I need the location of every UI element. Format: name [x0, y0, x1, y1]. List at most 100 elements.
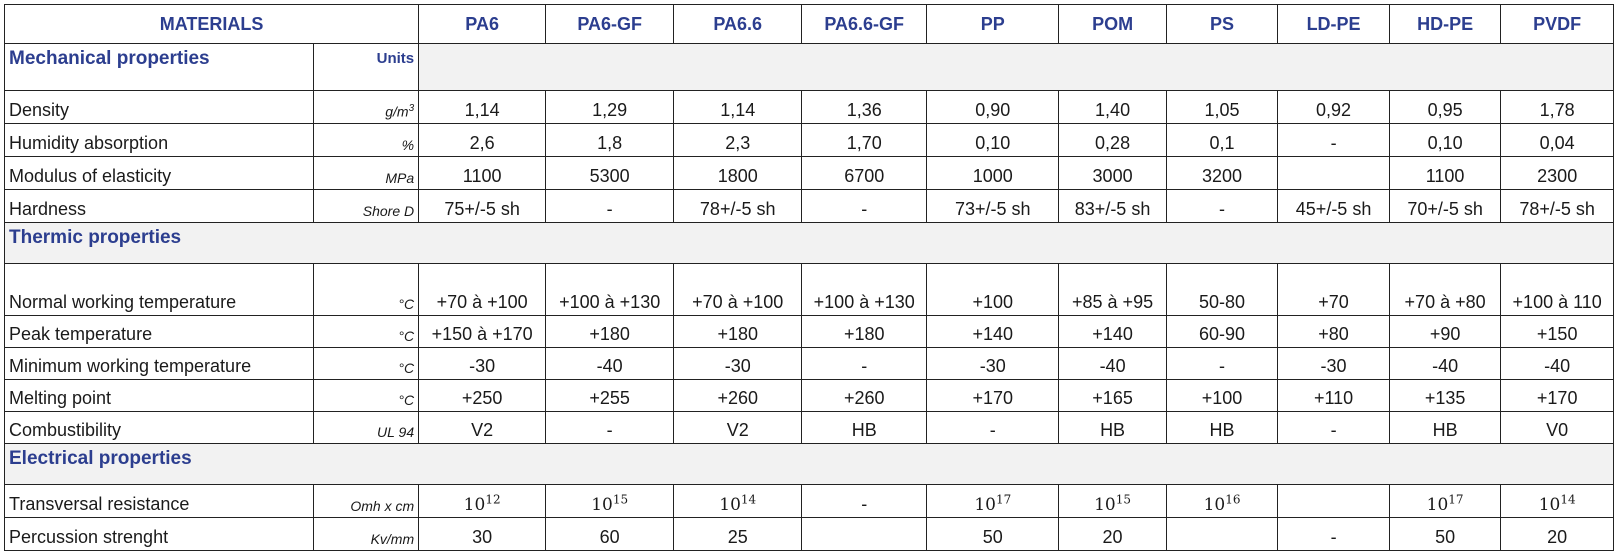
- value-text: HB: [1209, 420, 1235, 440]
- unit-text: Omh x cm: [350, 498, 415, 514]
- value-cell: +170: [926, 379, 1060, 412]
- property-unit: °C: [312, 347, 420, 380]
- value-cell: -: [1277, 123, 1390, 157]
- section-title: Electrical properties: [4, 443, 1614, 485]
- power-base: 10: [974, 495, 996, 515]
- value-text: 0,28: [1095, 133, 1131, 153]
- value-cell: +100: [926, 263, 1060, 316]
- value-cell: -30: [673, 347, 803, 380]
- value-cell: +165: [1058, 379, 1167, 412]
- power-base: 10: [1203, 495, 1226, 515]
- property-unit: Kv/mm: [312, 517, 420, 551]
- value-cell: 50-80: [1165, 263, 1279, 316]
- power-base: 10: [591, 495, 613, 515]
- value-cell: 20: [1058, 517, 1167, 551]
- section-filler: [418, 43, 1614, 91]
- value-text: -: [1219, 356, 1226, 376]
- value-text: 1,36: [846, 100, 882, 120]
- value-cell: 83+/-5 sh: [1058, 189, 1167, 223]
- value-text: HB: [1100, 420, 1126, 440]
- materials-title: MATERIALS: [3, 4, 420, 44]
- value-text: 73+/-5 sh: [955, 199, 1031, 219]
- value-text: +90: [1429, 324, 1461, 344]
- value-cell: -: [926, 411, 1060, 444]
- value-cell: 0,10: [1388, 123, 1502, 157]
- value-cell: [1277, 156, 1390, 190]
- value-cell: +100 à +130: [545, 263, 675, 316]
- material-header: LD-PE: [1277, 4, 1390, 44]
- property-name: Normal working temperature: [4, 263, 314, 316]
- value-text: 1,40: [1095, 100, 1131, 120]
- unit-text: °C: [398, 296, 415, 312]
- value-text: 45+/-5 sh: [1295, 199, 1372, 219]
- value-text: HB: [851, 420, 877, 440]
- value-cell: 0,10: [926, 123, 1060, 157]
- property-unit: °C: [312, 263, 420, 316]
- value-text: V2: [471, 420, 494, 440]
- value-cell: HB: [801, 411, 928, 444]
- value-text: 1,8: [597, 133, 623, 153]
- units-header: Units: [312, 43, 420, 91]
- power-base: 10: [463, 495, 486, 515]
- table-row: Combustibility UL 94 V2 - V2 HB - HB HB - HB V0: [4, 411, 1614, 444]
- property-name: Hardness: [4, 189, 314, 223]
- value-text: -30: [724, 356, 751, 376]
- value-cell: +180: [801, 315, 928, 348]
- value-cell: [801, 517, 928, 551]
- value-text: -: [606, 420, 613, 440]
- value-cell: +90: [1388, 315, 1502, 348]
- material-header: PS: [1165, 4, 1279, 44]
- value-cell: 5300: [545, 156, 675, 190]
- power-base: 10: [1426, 495, 1449, 515]
- table-row: Modulus of elasticity MPa 1100 5300 1800 6700…: [4, 156, 1614, 190]
- table-row: Humidity absorption% 2,6 1,8 2,3 1,70 0,10 0,2…: [4, 123, 1614, 157]
- value-cell: +180: [545, 315, 675, 348]
- value-cell: 20: [1500, 517, 1614, 551]
- unit-text: °C: [398, 360, 415, 376]
- value-text: 25: [727, 527, 748, 547]
- value-cell: 1000: [926, 156, 1060, 190]
- value-text: 60-90: [1199, 324, 1246, 344]
- value-text: +85 à +95: [1072, 292, 1154, 312]
- value-text: 83+/-5 sh: [1074, 199, 1151, 219]
- value-text: 50-80: [1199, 292, 1246, 312]
- property-unit: UL 94: [312, 411, 420, 444]
- power-exponent: 12: [485, 492, 501, 507]
- power-base: 10: [1094, 495, 1116, 515]
- value-text: +250: [461, 388, 503, 408]
- value-cell: 1017: [1388, 484, 1502, 518]
- unit-text: MPa: [385, 170, 415, 186]
- value-text: 20: [1547, 527, 1568, 547]
- value-cell: -: [1165, 347, 1279, 380]
- value-cell: +180: [673, 315, 803, 348]
- value-text: 0,10: [975, 133, 1011, 153]
- property-name: Density: [4, 90, 314, 124]
- unit-text: UL 94: [377, 424, 415, 440]
- value-cell: 60: [545, 517, 675, 551]
- table-row: Density g/m3 1,14 1,29 1,14 1,36 0,90 1,40 1,05 0…: [4, 90, 1614, 124]
- power-base: 10: [1538, 495, 1561, 515]
- value-cell: 2300: [1500, 156, 1614, 190]
- value-cell: 1012: [418, 484, 547, 518]
- value-cell: -30: [1277, 347, 1390, 380]
- value-text: -40: [1432, 356, 1459, 376]
- table-row: Melting point °C +250 +255 +260 +260 +170 +165 +…: [4, 379, 1614, 412]
- value-cell: +150 à +170: [418, 315, 547, 348]
- value-text: +70 à +100: [436, 292, 528, 312]
- unit-superscript: 3: [408, 103, 415, 115]
- value-cell: 2,3: [673, 123, 803, 157]
- power-value: 1015: [1094, 492, 1131, 515]
- value-text: +70 à +80: [1404, 292, 1486, 312]
- value-text: +180: [589, 324, 630, 344]
- value-text: +70: [1318, 292, 1349, 312]
- value-cell: -40: [545, 347, 675, 380]
- unit-text: g/m: [385, 104, 409, 120]
- property-unit: °C: [312, 315, 420, 348]
- power-value: 1017: [1426, 492, 1464, 515]
- value-text: +255: [589, 388, 630, 408]
- value-text: 50: [982, 527, 1003, 547]
- material-header: PVDF: [1500, 4, 1614, 44]
- value-cell: 50: [926, 517, 1060, 551]
- power-value: 1015: [591, 492, 628, 515]
- value-cell: 30: [418, 517, 547, 551]
